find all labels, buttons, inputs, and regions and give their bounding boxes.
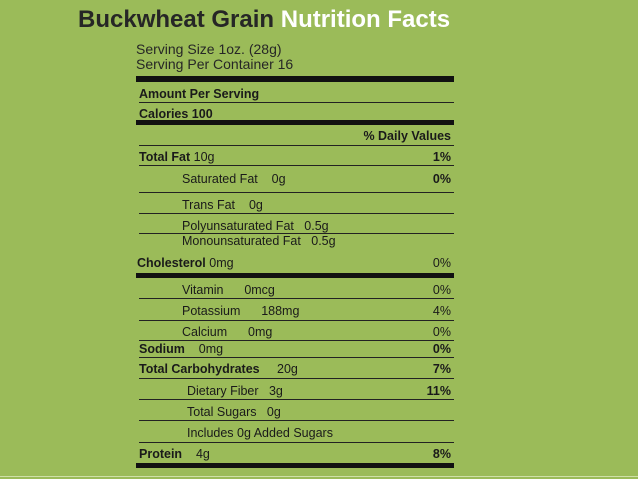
serving-size: Serving Size 1oz. (28g) [136, 41, 282, 57]
amount-per-serving: Amount Per Serving [139, 87, 260, 101]
nutrient-amount: 0g [266, 405, 281, 419]
nutrient-dv: 0% [432, 342, 451, 356]
nutrient-dv: 7% [432, 362, 451, 376]
slide-bottom-rule [0, 476, 638, 477]
nutrient-amount: 188mg [261, 304, 300, 318]
nutrient-name: Monounsaturated Fat [182, 234, 301, 248]
nutrient-dv: 0% [432, 172, 451, 186]
row-protein: Protein 4g [139, 447, 210, 461]
row-total-fat: Total Fat 10g [139, 150, 215, 164]
row-saturated-fat: Saturated Fat 0g [182, 172, 286, 186]
divider [139, 442, 454, 443]
daily-values-header: % Daily Values [363, 129, 451, 143]
calories: Calories 100 [139, 107, 213, 121]
divider [139, 340, 454, 341]
divider [139, 298, 454, 299]
title-food-name: Buckwheat Grain [78, 6, 275, 33]
nutrient-amount: 0.5g [304, 219, 329, 233]
nutrient-amount: 4g [195, 447, 210, 461]
nutrient-amount: 0.5g [311, 234, 336, 248]
nutrient-amount: 3g [268, 384, 283, 398]
nutrient-dv: 11% [426, 384, 451, 398]
servings-per-container: Serving Per Container 16 [136, 56, 294, 72]
nutrient-amount: 0g [271, 172, 286, 186]
divider-thick-cholesterol [136, 273, 454, 278]
page-title: Buckwheat Grain Nutrition Facts [78, 6, 450, 34]
divider [139, 165, 454, 166]
nutrient-name: Potassium [182, 304, 241, 318]
row-total-carbohydrates: Total Carbohydrates 20g [139, 362, 298, 376]
title-nutrition-facts: Nutrition Facts [280, 6, 451, 33]
divider [139, 102, 454, 103]
nutrient-name: Polyunsaturated Fat [182, 219, 294, 233]
nutrient-dv: 0% [432, 325, 451, 339]
nutrient-amount: 0mcg [244, 283, 275, 297]
row-cholesterol: Cholesterol 0mg [137, 256, 234, 270]
nutrient-dv: 8% [432, 447, 451, 461]
nutrient-name: Dietary Fiber [187, 384, 259, 398]
nutrient-name: Includes 0g Added Sugars [187, 426, 333, 440]
nutrient-name: Sodium [139, 342, 185, 356]
nutrient-name: Total Fat [139, 150, 191, 164]
divider-thick-top [136, 76, 454, 82]
row-calcium: Calcium 0mg [182, 325, 272, 339]
row-potassium: Potassium 188mg [182, 304, 299, 318]
nutrient-name: Total Carbohydrates [139, 362, 260, 376]
divider-thick-bottom [136, 463, 454, 468]
nutrient-dv: 0% [432, 256, 451, 270]
divider [139, 420, 454, 421]
nutrient-amount: 0mg [248, 325, 273, 339]
nutrient-name: Trans Fat [182, 198, 236, 212]
divider [139, 145, 454, 146]
divider [139, 320, 454, 321]
divider [139, 233, 454, 234]
nutrient-amount: 10g [193, 150, 215, 164]
nutrient-amount: 20g [277, 362, 298, 376]
row-monounsaturated-fat: Monounsaturated Fat 0.5g [182, 234, 336, 248]
nutrient-dv: 4% [432, 304, 451, 318]
nutrient-name: Total Sugars [187, 405, 257, 419]
divider [139, 378, 454, 379]
row-added-sugars: Includes 0g Added Sugars [187, 426, 333, 440]
nutrient-name: Protein [139, 447, 183, 461]
nutrient-dv: 1% [432, 150, 451, 164]
nutrient-dv: 0% [432, 283, 451, 297]
divider [139, 213, 454, 214]
row-total-sugars: Total Sugars 0g [187, 405, 281, 419]
nutrient-name: Vitamin [182, 283, 224, 297]
row-dietary-fiber: Dietary Fiber 3g [187, 384, 283, 398]
nutrient-amount: 0mg [198, 342, 224, 356]
nutrient-amount: 0mg [209, 256, 234, 270]
divider [139, 399, 454, 400]
row-sodium: Sodium 0mg [139, 342, 223, 356]
row-trans-fat: Trans Fat 0g [182, 198, 263, 212]
nutrient-amount: 0g [248, 198, 263, 212]
nutrient-name: Cholesterol [137, 256, 206, 270]
nutrient-name: Calcium [182, 325, 228, 339]
nutrient-name: Saturated Fat [182, 172, 258, 186]
divider [139, 357, 454, 358]
divider [139, 192, 454, 193]
row-polyunsaturated-fat: Polyunsaturated Fat 0.5g [182, 219, 329, 233]
divider-thick-calories [136, 120, 454, 125]
row-vitamin: Vitamin 0mcg [182, 283, 275, 297]
